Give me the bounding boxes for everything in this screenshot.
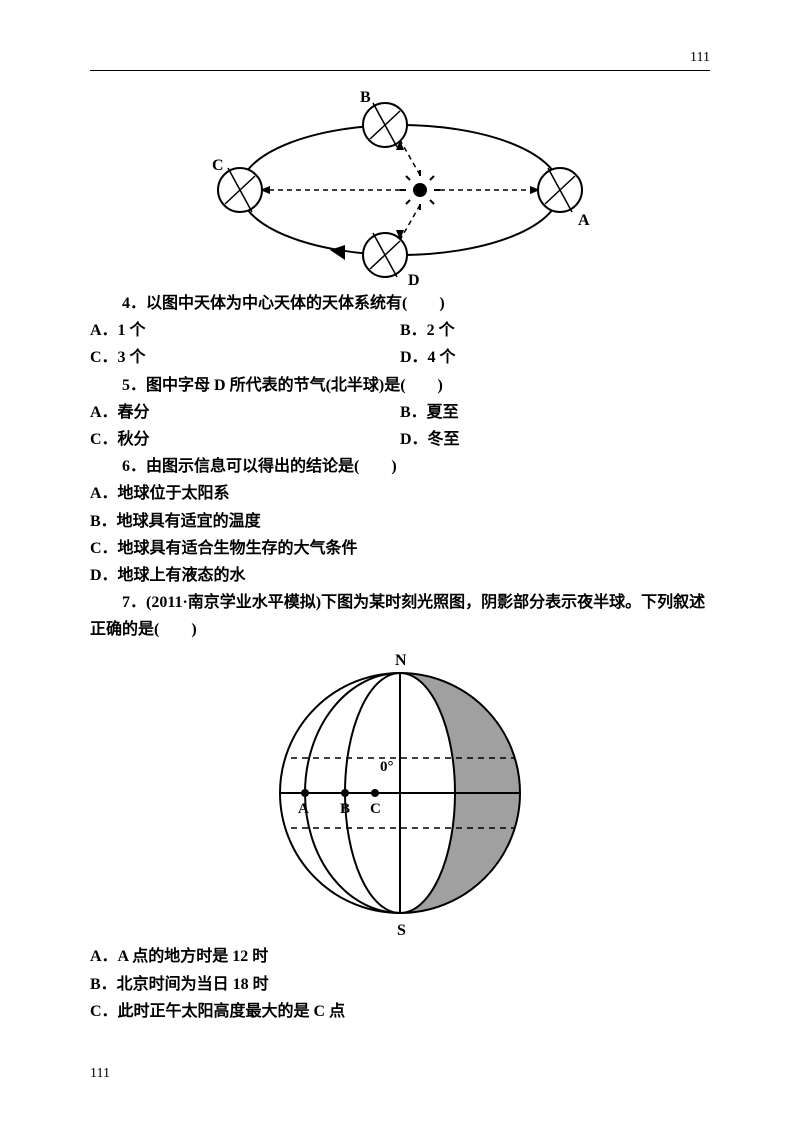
q4-opt-c: C．3 个 <box>90 344 400 371</box>
q7-stem: 7．(2011·南京学业水平模拟)下图为某时刻光照图，阴影部分表示夜半球。下列叙… <box>90 589 710 643</box>
label-b: B <box>360 90 371 106</box>
q6-opt-c: C．地球具有适合生物生存的大气条件 <box>90 535 710 562</box>
q6-num: 6． <box>122 458 146 475</box>
q6-text: 由图示信息可以得出的结论是( ) <box>146 458 397 475</box>
q5-stem: 5．图中字母 D 所代表的节气(北半球)是( ) <box>90 372 710 399</box>
q4-opt-d: D．4 个 <box>400 344 710 371</box>
q7-opt-a: A．A 点的地方时是 12 时 <box>90 943 710 970</box>
q6-opt-d: D．地球上有液态的水 <box>90 562 710 589</box>
q7-num: 7． <box>122 594 146 611</box>
label-pc: C <box>370 801 381 817</box>
label-pa: A <box>298 801 309 817</box>
orbit-diagram: A C B D <box>90 90 710 290</box>
q4-num: 4． <box>122 295 146 312</box>
label-zero: 0° <box>380 759 394 775</box>
q7-source: (2011·南京学业水平模拟) <box>146 594 321 611</box>
q5-opt-c: C．秋分 <box>90 426 400 453</box>
q7-opt-c: C．此时正午太阳高度最大的是 C 点 <box>90 998 710 1025</box>
label-n: N <box>395 652 407 669</box>
page-number-top: 111 <box>690 50 710 66</box>
label-a: A <box>578 212 590 229</box>
q5-opt-b: B．夏至 <box>400 399 710 426</box>
label-pb: B <box>340 801 350 817</box>
globe-diagram: N S 0° A B C <box>90 643 710 943</box>
q7-opt-b: B．北京时间为当日 18 时 <box>90 971 710 998</box>
q6-stem: 6．由图示信息可以得出的结论是( ) <box>90 453 710 480</box>
q5-text: 图中字母 D 所代表的节气(北半球)是( ) <box>146 377 443 394</box>
header-rule <box>90 70 710 71</box>
page-content: A C B D <box>90 90 710 1025</box>
q6-opt-a: A．地球位于太阳系 <box>90 480 710 507</box>
q4-stem: 4．以图中天体为中心天体的天体系统有( ) <box>90 290 710 317</box>
label-d: D <box>408 272 420 289</box>
q4-text: 以图中天体为中心天体的天体系统有( ) <box>146 295 445 312</box>
q4-opt-b: B．2 个 <box>400 317 710 344</box>
q6-opt-b: B．地球具有适宜的温度 <box>90 508 710 535</box>
q5-opt-a: A．春分 <box>90 399 400 426</box>
page-number-bottom: 111 <box>90 1066 110 1082</box>
q5-num: 5． <box>122 377 146 394</box>
label-c: C <box>212 157 224 174</box>
q5-opt-d: D．冬至 <box>400 426 710 453</box>
q4-opt-a: A．1 个 <box>90 317 400 344</box>
label-s: S <box>397 922 406 939</box>
